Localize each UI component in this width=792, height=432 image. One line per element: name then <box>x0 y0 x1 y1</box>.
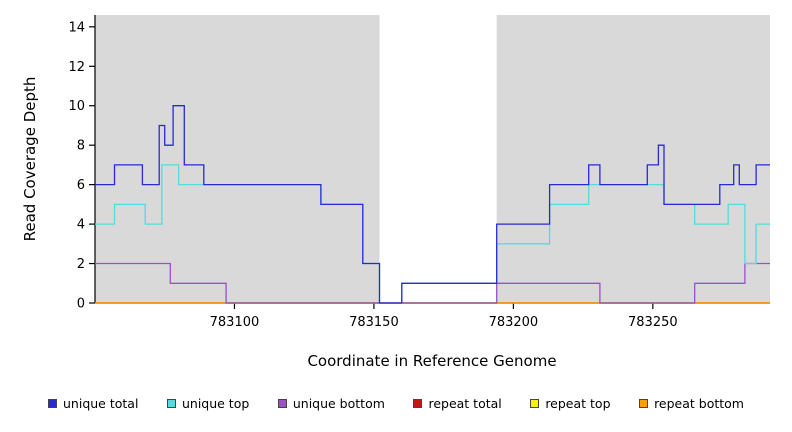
y-tick-label: 12 <box>68 60 85 75</box>
x-tick-label: 783250 <box>628 315 678 330</box>
x-axis-title: Coordinate in Reference Genome <box>307 352 557 370</box>
legend-item-unique-bottom: unique bottom <box>277 396 385 411</box>
x-tick-label: 783100 <box>210 315 260 330</box>
panel-bg-left <box>95 15 380 303</box>
legend-item-repeat-bottom: repeat bottom <box>639 396 744 411</box>
legend-item-unique-total: unique total <box>48 396 138 411</box>
legend: unique total unique top unique bottom repea… <box>0 396 792 411</box>
series-line-unique-total <box>95 105 770 304</box>
y-tick-label: 10 <box>68 99 85 114</box>
legend-swatch <box>166 399 176 408</box>
y-tick-label: 0 <box>77 297 85 312</box>
y-tick-label: 2 <box>77 257 85 272</box>
legend-label: unique bottom <box>292 396 385 411</box>
panel-bg-right <box>496 15 770 303</box>
legend-item-repeat-top: repeat top <box>530 396 611 411</box>
legend-label: unique total <box>63 396 139 411</box>
series-line-unique-bottom <box>95 262 770 304</box>
y-tick-label: 4 <box>77 218 85 233</box>
legend-label: repeat top <box>545 396 611 411</box>
legend-label: unique top <box>181 396 250 411</box>
legend-label: repeat bottom <box>654 396 744 411</box>
legend-label: repeat total <box>428 396 502 411</box>
x-tick-label: 783200 <box>489 315 539 330</box>
legend-item-unique-top: unique top <box>166 396 250 411</box>
y-axis-title: Read Coverage Depth <box>21 76 39 242</box>
legend-swatch <box>530 399 540 408</box>
y-tick-label: 6 <box>77 178 85 193</box>
legend-swatch <box>413 399 423 408</box>
x-tick-label: 783150 <box>349 315 399 330</box>
legend-swatch <box>277 399 287 408</box>
legend-item-repeat-total: repeat total <box>413 396 502 411</box>
y-tick-label: 14 <box>68 20 85 35</box>
legend-swatch <box>639 399 649 408</box>
legend-swatch <box>48 399 57 408</box>
y-tick-label: 8 <box>77 139 85 154</box>
